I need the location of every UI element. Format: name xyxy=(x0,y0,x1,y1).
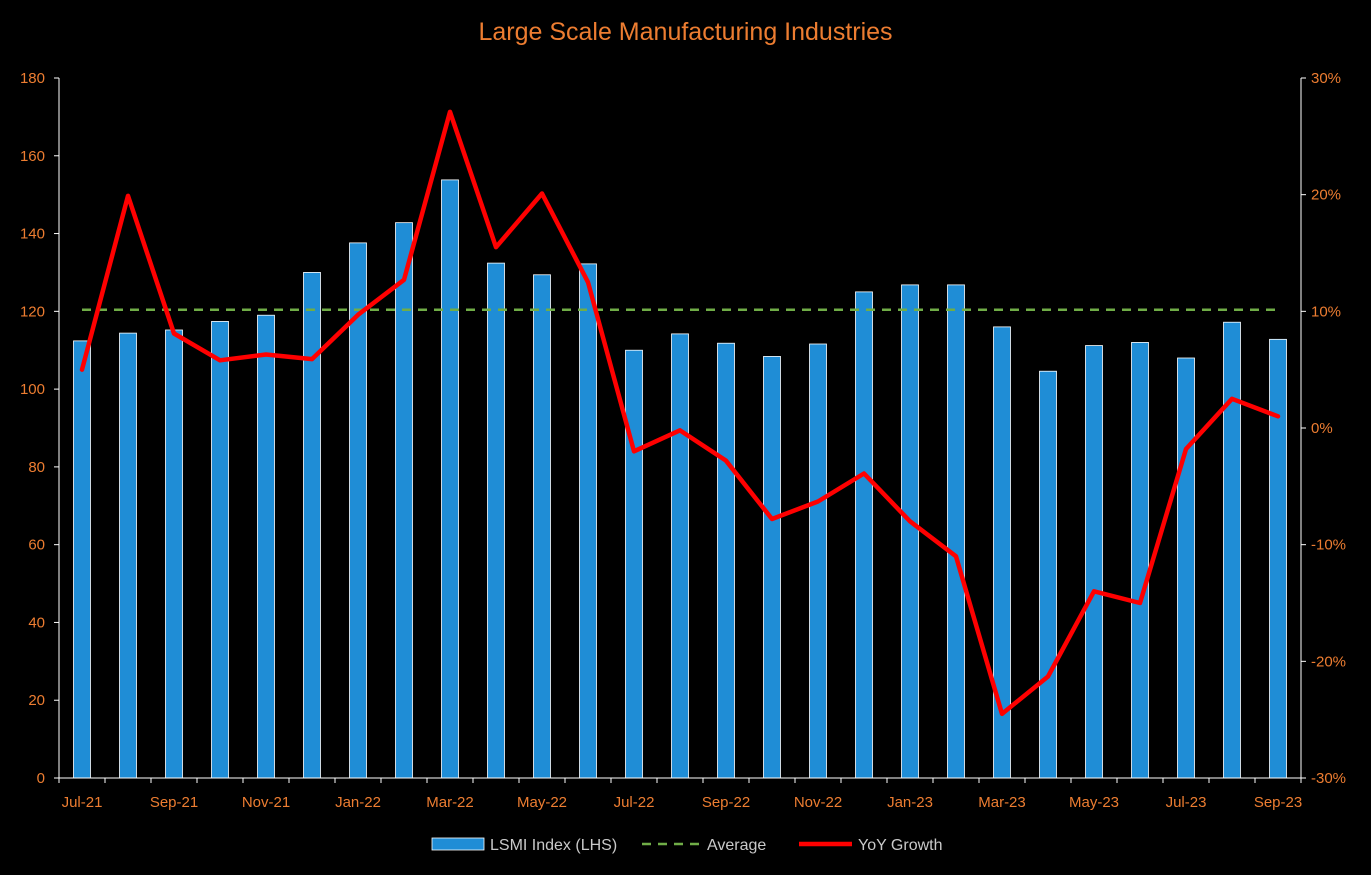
bar-Jan-23 xyxy=(901,284,919,779)
right-tick-label: -20% xyxy=(1311,653,1346,670)
x-tick-label: Mar-22 xyxy=(426,794,474,811)
yoy-growth-line xyxy=(79,109,1281,717)
x-tick-label: Sep-21 xyxy=(150,794,198,811)
bar-Sep-21 xyxy=(165,329,183,779)
bar-Aug-21 xyxy=(119,332,137,779)
bar-Jul-21 xyxy=(73,340,91,779)
chart-title: Large Scale Manufacturing Industries xyxy=(478,18,893,46)
left-tick-label: 40 xyxy=(28,614,45,631)
bar-Nov-22 xyxy=(809,343,827,779)
yoy-line-series xyxy=(79,109,1281,717)
bar-Jun-23 xyxy=(1131,342,1149,779)
left-tick-label: 140 xyxy=(20,226,45,243)
legend-label-lsmi: LSMI Index (LHS) xyxy=(490,837,617,854)
bar-May-23 xyxy=(1085,345,1103,779)
right-tick-label: 10% xyxy=(1311,303,1341,320)
x-tick-label: Jul-21 xyxy=(62,794,103,811)
x-tick-label: Nov-22 xyxy=(794,794,842,811)
bar-Sep-22 xyxy=(717,342,735,779)
x-tick-label: May-22 xyxy=(517,794,567,811)
right-tick-label: 30% xyxy=(1311,70,1341,87)
x-tick-label: Sep-23 xyxy=(1254,794,1302,811)
bar-series xyxy=(73,179,1287,779)
left-tick-label: 120 xyxy=(20,303,45,320)
bar-Nov-21 xyxy=(257,314,275,779)
bar-Dec-21 xyxy=(303,272,321,779)
bar-Apr-22 xyxy=(487,262,505,779)
x-tick-label: Mar-23 xyxy=(978,794,1026,811)
bar-Oct-21 xyxy=(211,321,229,779)
bar-Mar-22 xyxy=(441,179,459,779)
legend-label-average: Average xyxy=(707,837,766,854)
x-axis-ticks: Jul-21 Sep-21 Nov-21 Jan-22 Mar-22 May-22 Jul-… xyxy=(58,778,1302,811)
bar-Aug-22 xyxy=(671,333,689,779)
left-tick-label: 80 xyxy=(28,459,45,476)
left-tick-label: 100 xyxy=(20,381,45,398)
x-tick-label: Jul-22 xyxy=(614,794,655,811)
legend-swatch-lsmi xyxy=(431,837,485,851)
right-axis-ticks: -30% -20% -10% 0% 10% 20% 30% xyxy=(1301,70,1346,787)
x-tick-label: Jan-22 xyxy=(335,794,381,811)
left-tick-label: 60 xyxy=(28,537,45,554)
x-tick-label: Jan-23 xyxy=(887,794,933,811)
bar-Apr-23 xyxy=(1039,370,1057,779)
x-tick-label: Nov-21 xyxy=(242,794,290,811)
x-tick-label: May-23 xyxy=(1069,794,1119,811)
bar-Aug-23 xyxy=(1223,321,1241,779)
bar-Oct-22 xyxy=(763,356,781,779)
x-tick-label: Sep-22 xyxy=(702,794,750,811)
bar-May-22 xyxy=(533,274,551,779)
bar-Feb-22 xyxy=(395,222,413,779)
right-tick-label: -10% xyxy=(1311,537,1346,554)
legend: LSMI Index (LHS) Average YoY Growth xyxy=(431,837,943,854)
left-tick-label: 0 xyxy=(37,770,45,787)
bar-Jul-23 xyxy=(1177,357,1195,779)
x-tick-label: Jul-23 xyxy=(1166,794,1207,811)
left-tick-label: 180 xyxy=(20,70,45,87)
left-tick-label: 160 xyxy=(20,148,45,165)
left-tick-label: 20 xyxy=(28,692,45,709)
bar-Feb-23 xyxy=(947,284,965,779)
bar-Sep-23 xyxy=(1269,338,1287,779)
right-tick-label: -30% xyxy=(1311,770,1346,787)
left-axis-ticks: 0 20 40 60 80 100 120 140 160 180 xyxy=(20,70,59,787)
right-tick-label: 20% xyxy=(1311,187,1341,204)
right-tick-label: 0% xyxy=(1311,420,1333,437)
bar-Jul-22 xyxy=(625,349,643,779)
bar-Dec-22 xyxy=(855,291,873,779)
bar-Jun-22 xyxy=(579,263,597,779)
legend-label-yoy: YoY Growth xyxy=(858,837,943,854)
